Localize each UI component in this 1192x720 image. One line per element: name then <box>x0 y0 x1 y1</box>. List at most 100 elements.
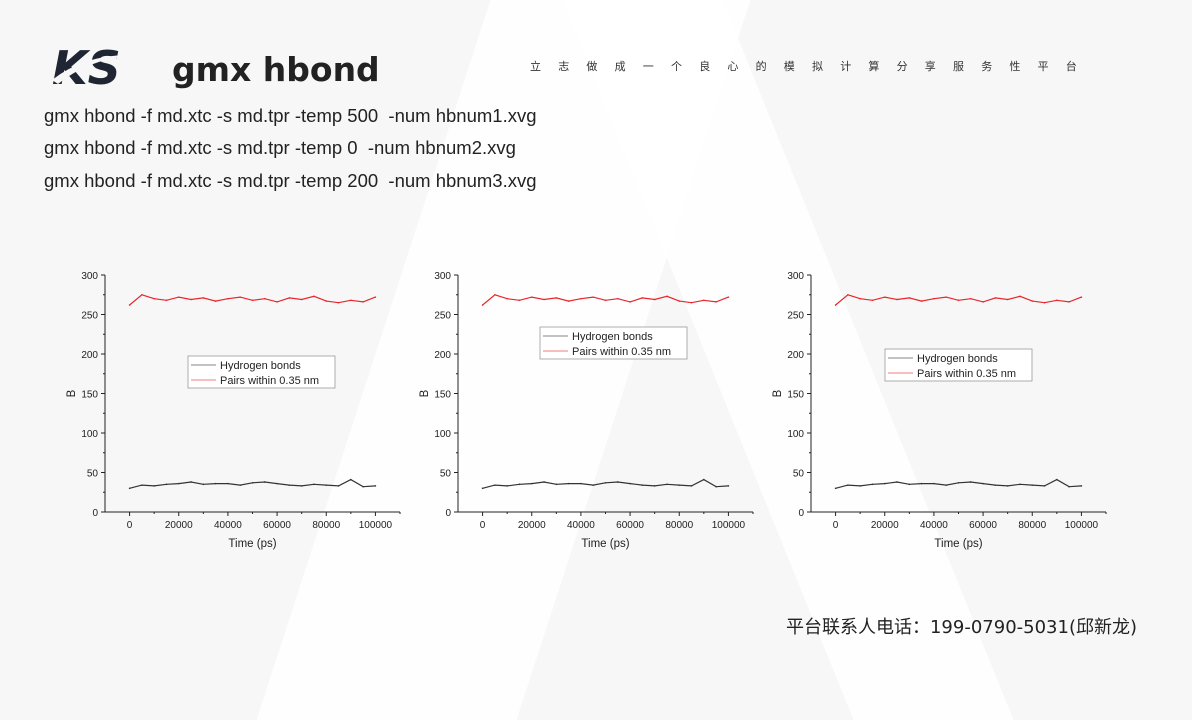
x-tick-label: 60000 <box>263 520 291 531</box>
data-point <box>920 482 923 485</box>
data-point <box>141 293 143 296</box>
data-point <box>1043 485 1046 487</box>
data-point <box>994 484 997 486</box>
data-point <box>506 297 508 300</box>
contact-phone: 平台联系人电话：199-0790-5031(邱新龙) <box>785 617 1137 638</box>
data-point <box>580 297 582 300</box>
data-point <box>703 478 705 481</box>
data-point <box>653 298 656 301</box>
y-axis-label: B <box>66 389 78 397</box>
chart-3: 0 50 100 150 200 250 300 0 20000 40000 60000 80000 1… <box>772 271 1107 550</box>
legend-label: Pairs within 0.35 nm <box>572 346 671 358</box>
data-point <box>1031 300 1034 302</box>
data-point <box>678 300 681 302</box>
legend-box <box>884 348 1033 382</box>
y-tick-label: 0 <box>798 508 804 519</box>
y-tick-label: 200 <box>787 350 804 361</box>
data-point <box>1056 299 1058 302</box>
data-point <box>362 485 364 488</box>
data-point <box>251 299 254 302</box>
data-point <box>1080 485 1083 487</box>
data-point <box>190 481 192 483</box>
data-point <box>481 304 484 306</box>
data-point <box>190 298 192 301</box>
data-point <box>202 483 205 486</box>
data-point <box>276 482 278 485</box>
data-point <box>1006 298 1009 301</box>
data-point <box>263 481 266 483</box>
y-tick-label: 300 <box>787 271 804 282</box>
x-tick-label: 60000 <box>616 520 644 531</box>
y-tick-label: 100 <box>787 429 804 440</box>
data-point <box>300 485 303 487</box>
data-point <box>1006 485 1009 487</box>
data-point <box>847 293 849 296</box>
x-tick-label: 40000 <box>920 520 948 531</box>
data-point <box>313 483 315 486</box>
y-tick-label: 0 <box>445 508 451 519</box>
legend-label: Hydrogen bonds <box>917 353 998 365</box>
chart-1: 0 50 100 150 200 250 300 0 20000 40000 60000 80000 1… <box>66 271 401 550</box>
data-point <box>1019 295 1021 298</box>
command-line-3: gmx hbond -f md.xtc -s md.tpr -temp 200 … <box>44 170 537 191</box>
data-point <box>715 485 717 488</box>
data-point <box>834 487 837 490</box>
data-point <box>690 485 693 487</box>
data-point <box>506 485 508 487</box>
data-point <box>629 482 631 485</box>
data-point <box>567 300 570 302</box>
data-point <box>859 297 861 300</box>
data-point <box>592 484 595 486</box>
x-tick-label: 20000 <box>871 520 899 531</box>
data-point <box>859 485 861 487</box>
data-point <box>982 301 984 303</box>
data-point <box>251 481 254 484</box>
data-point <box>276 301 278 303</box>
data-point <box>325 484 328 486</box>
data-point <box>177 482 180 485</box>
data-point <box>1080 296 1083 298</box>
data-point <box>847 484 849 486</box>
data-point <box>263 297 266 300</box>
data-point <box>969 481 972 483</box>
data-point <box>1031 484 1034 486</box>
data-point <box>214 300 217 302</box>
ks-logo: KS <box>52 41 148 88</box>
x-tick-label: 100000 <box>359 520 393 531</box>
data-point <box>227 482 229 485</box>
x-tick-label: 0 <box>833 520 839 531</box>
data-point <box>834 304 837 306</box>
data-point <box>350 478 352 481</box>
x-tick-label: 20000 <box>518 520 546 531</box>
y-tick-label: 100 <box>81 429 98 440</box>
x-axis-label: Time (ps) <box>228 538 276 550</box>
y-tick-label: 250 <box>434 311 451 322</box>
legend-label: Pairs within 0.35 nm <box>917 368 1016 380</box>
data-point <box>202 297 205 299</box>
data-point <box>908 483 911 486</box>
data-point <box>1056 478 1058 481</box>
data-point <box>653 485 656 487</box>
y-tick-label: 100 <box>434 429 451 440</box>
x-tick-label: 100000 <box>712 520 746 531</box>
data-point <box>703 299 705 302</box>
data-point <box>555 483 558 486</box>
data-point <box>933 297 935 300</box>
data-point <box>616 481 619 483</box>
data-point <box>530 296 533 298</box>
legend-label: Hydrogen bonds <box>220 360 301 372</box>
command-line-1: gmx hbond -f md.xtc -s md.tpr -temp 500 … <box>44 105 537 126</box>
data-point <box>300 298 303 301</box>
data-point <box>883 296 886 298</box>
data-point <box>641 297 644 299</box>
data-point <box>128 304 131 306</box>
data-point <box>994 297 997 299</box>
y-tick-label: 50 <box>440 469 452 480</box>
data-point <box>969 297 972 300</box>
data-point <box>214 482 217 485</box>
data-point <box>678 484 681 486</box>
data-point <box>1068 485 1070 488</box>
data-point <box>666 295 668 298</box>
x-tick-label: 40000 <box>567 520 595 531</box>
data-point <box>141 484 143 486</box>
